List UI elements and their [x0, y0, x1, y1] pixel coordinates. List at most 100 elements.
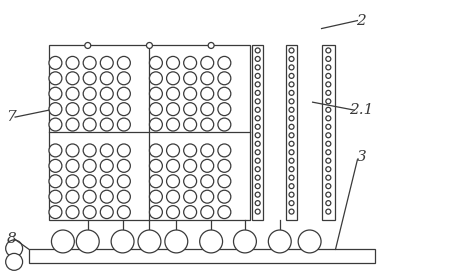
- Text: 2: 2: [356, 14, 366, 27]
- Circle shape: [255, 90, 260, 95]
- Circle shape: [118, 144, 130, 157]
- Circle shape: [218, 206, 231, 219]
- Circle shape: [118, 56, 130, 69]
- Circle shape: [289, 158, 294, 163]
- Circle shape: [49, 190, 62, 203]
- Circle shape: [83, 175, 96, 188]
- Circle shape: [165, 230, 188, 253]
- Circle shape: [201, 118, 214, 131]
- Bar: [286, 45, 297, 220]
- Circle shape: [289, 99, 294, 104]
- Circle shape: [326, 209, 331, 214]
- Circle shape: [289, 48, 294, 53]
- Circle shape: [326, 167, 331, 172]
- Circle shape: [255, 99, 260, 104]
- Bar: [321, 45, 335, 220]
- Circle shape: [83, 190, 96, 203]
- Circle shape: [201, 175, 214, 188]
- Circle shape: [49, 159, 62, 172]
- Bar: [29, 249, 375, 263]
- Circle shape: [167, 72, 179, 85]
- Circle shape: [167, 206, 179, 219]
- Circle shape: [100, 72, 113, 85]
- Circle shape: [255, 48, 260, 53]
- Circle shape: [118, 118, 130, 131]
- Circle shape: [255, 209, 260, 214]
- Circle shape: [146, 42, 152, 48]
- Circle shape: [255, 150, 260, 155]
- Circle shape: [289, 167, 294, 172]
- Circle shape: [138, 230, 161, 253]
- Circle shape: [255, 107, 260, 112]
- Circle shape: [255, 65, 260, 70]
- Circle shape: [85, 42, 91, 48]
- Circle shape: [326, 124, 331, 129]
- Circle shape: [150, 87, 162, 100]
- Circle shape: [201, 190, 214, 203]
- Circle shape: [326, 73, 331, 78]
- Circle shape: [83, 56, 96, 69]
- Text: 7: 7: [6, 110, 16, 124]
- Circle shape: [76, 230, 99, 253]
- Circle shape: [167, 175, 179, 188]
- Circle shape: [100, 118, 113, 131]
- Circle shape: [118, 72, 130, 85]
- Circle shape: [218, 72, 231, 85]
- Circle shape: [100, 190, 113, 203]
- Circle shape: [184, 56, 197, 69]
- Circle shape: [49, 87, 62, 100]
- Circle shape: [326, 82, 331, 87]
- Circle shape: [83, 118, 96, 131]
- Circle shape: [66, 175, 79, 188]
- Circle shape: [184, 175, 197, 188]
- Text: 3: 3: [356, 150, 366, 164]
- Circle shape: [255, 141, 260, 146]
- Text: 2.1: 2.1: [349, 103, 373, 117]
- Circle shape: [167, 87, 179, 100]
- Circle shape: [100, 175, 113, 188]
- Circle shape: [167, 118, 179, 131]
- Text: 8: 8: [6, 233, 16, 246]
- Circle shape: [255, 167, 260, 172]
- Circle shape: [150, 103, 162, 116]
- Circle shape: [255, 124, 260, 129]
- Circle shape: [66, 103, 79, 116]
- Circle shape: [326, 158, 331, 163]
- Circle shape: [83, 206, 96, 219]
- Circle shape: [184, 87, 197, 100]
- Circle shape: [326, 65, 331, 70]
- Circle shape: [289, 192, 294, 197]
- Circle shape: [289, 107, 294, 112]
- Circle shape: [255, 56, 260, 61]
- Circle shape: [326, 141, 331, 146]
- Circle shape: [255, 82, 260, 87]
- Circle shape: [201, 87, 214, 100]
- Circle shape: [184, 118, 197, 131]
- Circle shape: [201, 206, 214, 219]
- Circle shape: [298, 230, 321, 253]
- Circle shape: [218, 56, 231, 69]
- Circle shape: [184, 206, 197, 219]
- Circle shape: [66, 56, 79, 69]
- Circle shape: [255, 116, 260, 121]
- Circle shape: [83, 144, 96, 157]
- Circle shape: [66, 159, 79, 172]
- Circle shape: [66, 190, 79, 203]
- Circle shape: [167, 144, 179, 157]
- Circle shape: [255, 158, 260, 163]
- Circle shape: [100, 56, 113, 69]
- Circle shape: [255, 184, 260, 189]
- Circle shape: [201, 144, 214, 157]
- Circle shape: [150, 159, 162, 172]
- Circle shape: [118, 175, 130, 188]
- Circle shape: [150, 206, 162, 219]
- Circle shape: [255, 133, 260, 138]
- Circle shape: [49, 103, 62, 116]
- Circle shape: [111, 230, 134, 253]
- Circle shape: [49, 56, 62, 69]
- Circle shape: [150, 175, 162, 188]
- Circle shape: [150, 118, 162, 131]
- Circle shape: [83, 87, 96, 100]
- Circle shape: [289, 82, 294, 87]
- Circle shape: [255, 201, 260, 206]
